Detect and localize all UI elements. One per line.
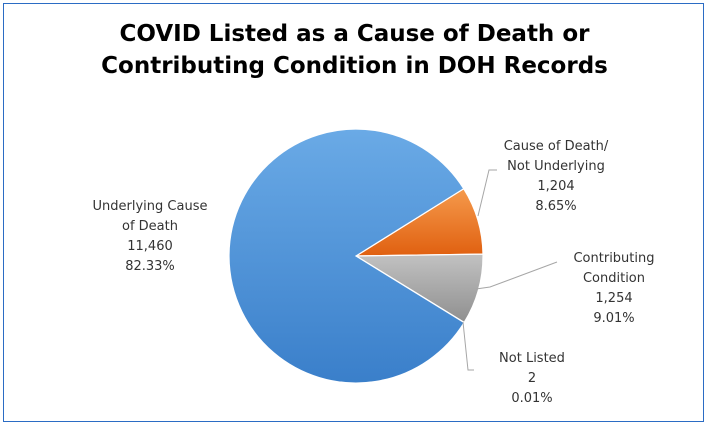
- data-label-3-value: 11,460: [127, 239, 173, 254]
- data-label-0-value: 1,204: [537, 179, 574, 194]
- data-label-2-percent: 0.01%: [511, 391, 552, 406]
- data-label-2-value: 2: [528, 371, 536, 386]
- data-label-1-name: Condition: [583, 271, 645, 286]
- data-label-3: Underlying Cause of Death 11,460 82.33%: [93, 199, 208, 274]
- data-label-0-percent: 8.65%: [535, 199, 576, 214]
- chart-title: COVID Listed as a Cause of Death or Cont…: [0, 18, 709, 82]
- data-label-0-name: Cause of Death/: [504, 139, 609, 154]
- pie-slice-3: [228, 128, 465, 384]
- chart-title-line-2: Contributing Condition in DOH Records: [101, 53, 608, 79]
- chart-title-line-1: COVID Listed as a Cause of Death or: [119, 21, 590, 47]
- leader-line-2: [462, 321, 474, 371]
- data-label-2: Not Listed 2 0.01%: [499, 351, 565, 406]
- data-label-1-name: Contributing: [573, 251, 654, 266]
- data-label-1-percent: 9.01%: [593, 311, 634, 326]
- data-label-3-percent: 82.33%: [125, 259, 175, 274]
- data-label-3-name: of Death: [122, 219, 178, 234]
- data-label-3-name: Underlying Cause: [93, 199, 208, 214]
- leader-line-0: [477, 169, 497, 217]
- data-label-1-value: 1,254: [595, 291, 632, 306]
- data-label-0: Cause of Death/Not Underlying 1,204 8.65%: [504, 139, 609, 214]
- data-label-2-name: Not Listed: [499, 351, 565, 366]
- data-label-1: Contributing Condition 1,254 9.01%: [573, 251, 654, 326]
- data-label-0-name: Not Underlying: [507, 159, 605, 174]
- leader-line-1: [475, 261, 558, 290]
